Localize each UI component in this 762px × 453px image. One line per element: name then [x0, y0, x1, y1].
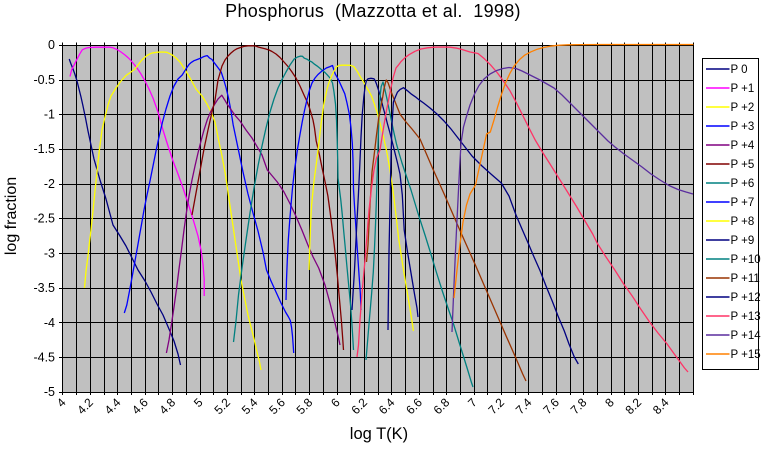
svg-text:P +13: P +13: [731, 311, 761, 323]
svg-text:-5: -5: [44, 385, 55, 399]
svg-text:P +11: P +11: [731, 273, 760, 285]
svg-text:log fraction: log fraction: [3, 177, 20, 255]
svg-text:-2.5: -2.5: [33, 212, 55, 226]
svg-text:log T(K): log T(K): [350, 425, 408, 443]
svg-text:P +15: P +15: [731, 349, 761, 361]
svg-text:-3: -3: [44, 246, 55, 260]
svg-text:-1.5: -1.5: [33, 142, 55, 156]
svg-text:P +2: P +2: [731, 102, 755, 114]
svg-text:P +5: P +5: [731, 159, 755, 171]
svg-text:P 0: P 0: [731, 64, 748, 76]
svg-text:-1: -1: [44, 108, 55, 122]
svg-text:P +14: P +14: [731, 330, 762, 342]
svg-text:Phosphorus (Mazzotta et al.: Phosphorus (Mazzotta et al. 1998): [225, 1, 521, 21]
svg-text:-4: -4: [44, 316, 55, 330]
svg-text:-3.5: -3.5: [33, 281, 55, 295]
svg-text:P +7: P +7: [731, 197, 755, 209]
svg-text:P +9: P +9: [731, 235, 755, 247]
svg-text:P +6: P +6: [731, 178, 755, 190]
svg-text:P +4: P +4: [731, 140, 755, 152]
svg-text:-0.5: -0.5: [33, 73, 55, 87]
svg-text:-4.5: -4.5: [33, 351, 55, 365]
svg-text:0: 0: [48, 38, 55, 52]
svg-text:-2: -2: [44, 177, 55, 191]
svg-text:P +12: P +12: [731, 292, 761, 304]
svg-text:P +3: P +3: [731, 121, 755, 133]
svg-text:P +8: P +8: [731, 216, 755, 228]
svg-text:P +10: P +10: [731, 254, 761, 266]
svg-text:P +1: P +1: [731, 83, 755, 95]
